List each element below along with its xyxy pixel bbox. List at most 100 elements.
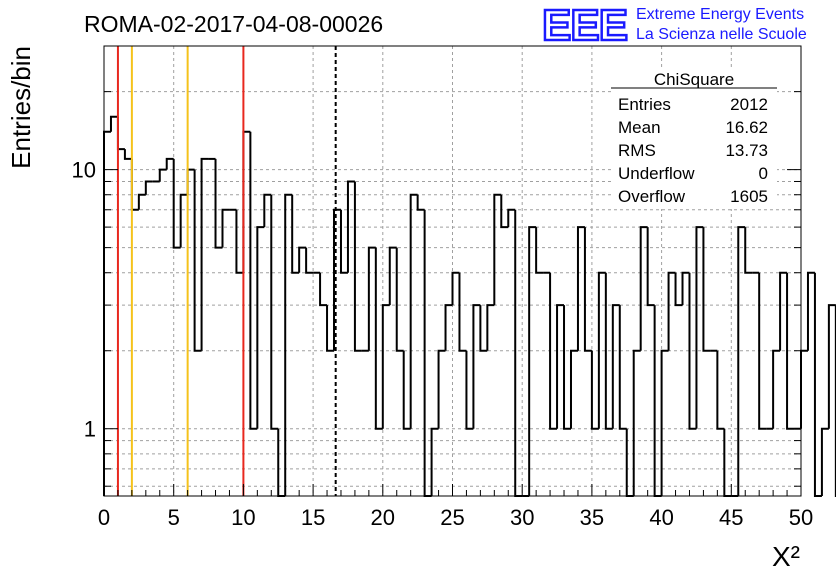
histogram-bin <box>451 271 460 306</box>
x-tick-label: 15 <box>301 505 325 530</box>
stats-value-entries: 2012 <box>730 95 768 114</box>
x-tick-label: 30 <box>510 505 534 530</box>
histogram-bin <box>319 272 328 307</box>
histogram-bin <box>681 271 690 306</box>
stats-label-underflow: Underflow <box>618 164 695 183</box>
histogram-bin <box>367 246 376 351</box>
marker-lines <box>116 46 337 496</box>
histogram-bin <box>333 208 341 351</box>
histogram-bin <box>500 194 509 229</box>
histogram-bin <box>444 304 453 351</box>
histogram-bin <box>597 271 606 429</box>
axis-ticks: 0 5 10 15 20 25 30 35 40 45 50 1 10 <box>72 45 813 530</box>
histogram-bin <box>137 193 146 210</box>
histogram-bin <box>660 349 669 496</box>
histogram-bin <box>479 305 488 352</box>
x-tick-label: 35 <box>580 505 604 530</box>
histogram-bin <box>326 305 335 352</box>
stats-title: ChiSquare <box>654 70 734 89</box>
histogram-bin <box>465 350 474 430</box>
histogram-bin <box>737 226 746 496</box>
histogram-bin <box>109 115 118 132</box>
x-tick-label: 50 <box>789 505 813 530</box>
stats-label-overflow: Overflow <box>618 187 686 206</box>
logo-line2: La Scienza nelle Scuole <box>636 26 807 43</box>
histogram-bin <box>779 271 788 351</box>
histogram-bin <box>270 194 279 430</box>
histogram-bin <box>800 349 808 429</box>
histogram-bin <box>556 304 565 429</box>
histogram-bin <box>123 149 132 160</box>
histogram-bin <box>256 226 265 429</box>
histogram-bin <box>193 169 202 352</box>
stats-box: ChiSquare Entries 2012 Mean 16.62 RMS 13… <box>611 68 777 209</box>
histogram-bin <box>688 272 697 430</box>
histogram-bin <box>291 194 300 274</box>
histogram-bin <box>702 227 711 352</box>
histogram-bin <box>381 304 390 429</box>
histogram-bin <box>172 158 181 249</box>
histogram-bin <box>813 272 822 497</box>
histogram-bin <box>695 226 704 429</box>
histogram-bin <box>179 193 188 248</box>
y-axis-title: Entries/bin <box>6 46 36 169</box>
histogram-bin <box>214 158 223 249</box>
histogram-bin <box>583 227 592 352</box>
histogram-bin <box>632 349 641 496</box>
histogram-bin <box>437 349 446 429</box>
histogram-bin <box>674 272 683 307</box>
x-tick-label: 20 <box>371 505 395 530</box>
histogram-bin <box>806 271 815 351</box>
histogram-bin <box>339 209 348 274</box>
histogram-bin <box>646 227 655 307</box>
histogram-bin <box>353 181 362 352</box>
histogram-bin <box>549 272 558 430</box>
stats-label-entries: Entries <box>618 95 671 114</box>
histogram-bin <box>758 272 767 430</box>
histogram-bin <box>235 209 244 274</box>
stats-label-mean: Mean <box>618 118 661 137</box>
x-tick-label: 45 <box>719 505 743 530</box>
histogram-bin <box>165 157 174 170</box>
histogram-bin <box>346 180 355 273</box>
histogram-bin <box>472 304 481 429</box>
histogram-bin <box>284 193 293 496</box>
histogram-bin <box>144 180 153 195</box>
histogram-bin <box>744 227 753 274</box>
histogram-bin <box>416 194 425 211</box>
eee-logo: EEE Extreme Energy Events La Scienza nel… <box>541 0 807 51</box>
histogram-bin <box>493 193 502 306</box>
histogram-bin <box>639 226 648 351</box>
histogram-bin <box>200 157 209 351</box>
histogram-bin <box>611 304 620 429</box>
x-tick-label: 0 <box>98 505 110 530</box>
histogram-bin <box>409 193 418 429</box>
histogram-bin <box>772 349 781 429</box>
histogram-bin <box>528 226 537 496</box>
histogram-bin <box>388 246 397 306</box>
histogram-bin <box>263 193 272 228</box>
histogram-bin <box>563 305 571 430</box>
stats-value-underflow: 0 <box>759 164 768 183</box>
logo-mark: EEE <box>542 1 627 50</box>
histogram-bin <box>590 350 599 430</box>
histogram-bin <box>820 427 829 496</box>
stats-value-overflow: 1605 <box>730 187 768 206</box>
x-tick-label: 40 <box>649 505 673 530</box>
stats-value-mean: 16.62 <box>725 118 768 137</box>
stats-label-rms: RMS <box>618 141 656 160</box>
histogram-bin <box>716 350 725 430</box>
histogram-bin <box>430 427 439 496</box>
histogram-bin <box>395 247 404 352</box>
histogram-bin <box>827 304 836 429</box>
histogram-bin <box>569 349 578 429</box>
histogram-bin <box>221 208 230 248</box>
histogram-bin <box>618 305 627 430</box>
histogram-bin <box>374 247 383 430</box>
x-tick-label: 10 <box>231 505 255 530</box>
histogram-bin <box>249 131 258 430</box>
histogram-bin <box>667 271 676 351</box>
histogram-bin <box>507 208 516 228</box>
histogram-bin <box>402 350 411 430</box>
